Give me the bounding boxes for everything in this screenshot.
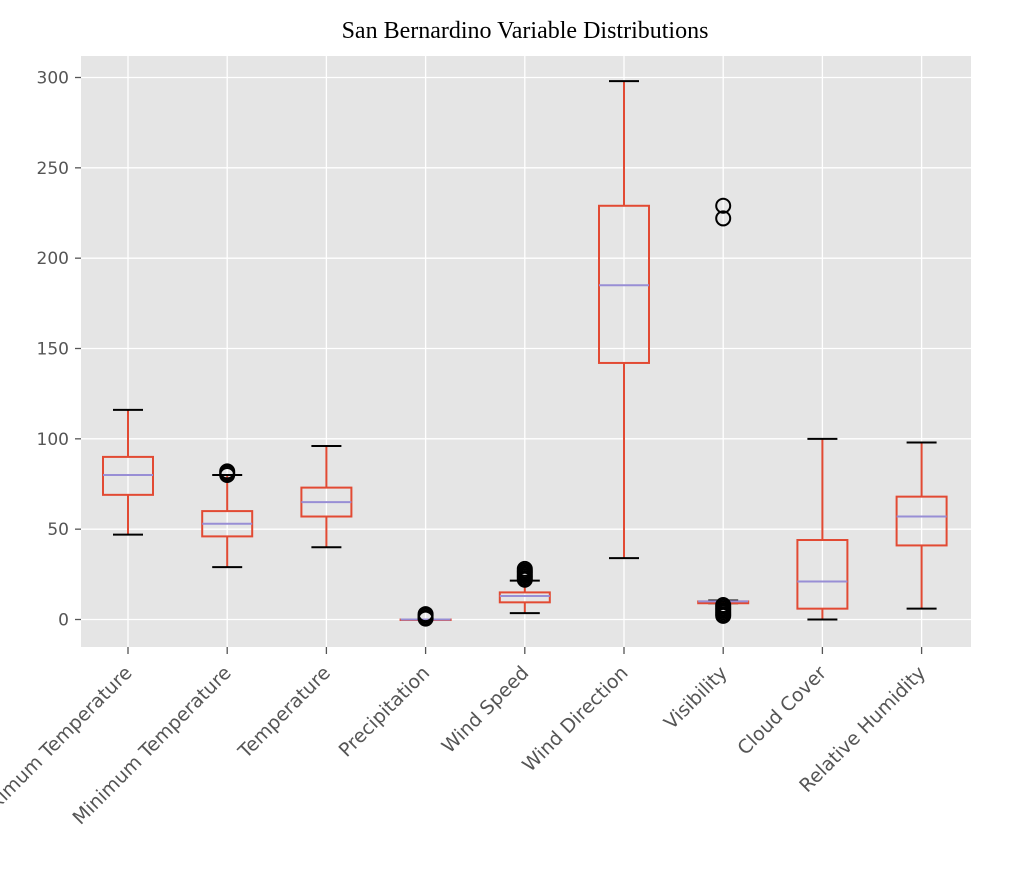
- chart-title: San Bernardino Variable Distributions: [342, 18, 709, 44]
- box-cloud-cover: [796, 437, 849, 621]
- y-tick-label: 200: [37, 249, 69, 269]
- plot-area: [81, 56, 971, 647]
- iqr-box: [796, 539, 849, 610]
- y-axis: 0 50 100 150 200 250 300: [37, 69, 81, 631]
- y-tick-label: 0: [58, 611, 69, 631]
- outlier-point: [516, 560, 533, 577]
- box-precipitation: [399, 606, 452, 627]
- box-wind-direction: [598, 80, 650, 560]
- box-wind-speed: [498, 560, 551, 615]
- x-tick-label: Temperature: [234, 662, 335, 763]
- x-tick-label: Visibility: [660, 662, 732, 734]
- box-series: [102, 80, 948, 627]
- iqr-box: [498, 591, 551, 604]
- y-tick-label: 300: [37, 69, 69, 89]
- outlier-point: [715, 210, 732, 227]
- box-temperature: [300, 445, 353, 549]
- x-tick-label: Cloud Cover: [733, 662, 831, 760]
- box-minimum-temperature: [201, 463, 254, 569]
- outlier-point: [219, 463, 236, 480]
- x-tick-label: Wind Direction: [518, 662, 632, 776]
- box-maximum-temperature: [102, 408, 154, 536]
- box-relative-humidity: [895, 441, 948, 610]
- x-tick-label: Wind Speed: [438, 662, 534, 758]
- box-visibility: [697, 197, 750, 624]
- x-tick-label: Minimum Temperature: [69, 662, 236, 829]
- x-tick-label: Precipitation: [335, 662, 435, 762]
- x-tick-label: Maximum Temperature: [0, 662, 137, 833]
- y-tick-label: 150: [37, 340, 69, 360]
- y-tick-label: 50: [47, 520, 69, 540]
- outlier-point: [417, 606, 434, 623]
- outlier-point: [715, 197, 732, 214]
- y-tick-label: 250: [37, 159, 69, 179]
- y-tick-label: 100: [37, 430, 69, 450]
- iqr-box: [895, 495, 948, 547]
- outlier-point: [715, 597, 732, 614]
